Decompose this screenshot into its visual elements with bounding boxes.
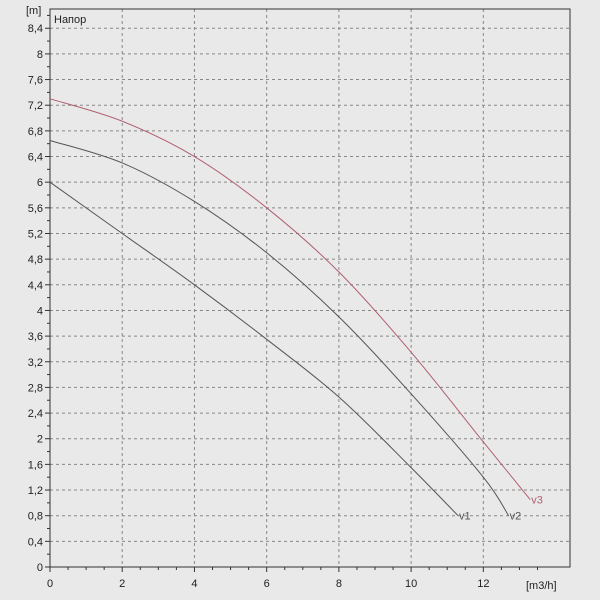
axes <box>49 8 571 568</box>
series-label-v3: v3 <box>531 495 543 507</box>
y-tick-label: 7,6 <box>28 75 43 87</box>
x-tick-label: 6 <box>264 578 270 590</box>
y-tick-label: 1,6 <box>28 459 43 471</box>
x-tick-label: 10 <box>405 578 417 590</box>
y-tick-label: 0 <box>37 562 43 574</box>
y-tick-label: 5,2 <box>28 228 43 240</box>
y-tick-label: 2,4 <box>28 408 43 420</box>
ticks: 0 2 4 6 8 10 12 0 0,4 0,8 1,2 1,6 2 2,4 2,8 3,2 3,6 4 4,4 4… <box>28 14 538 590</box>
chart-title: Напор <box>54 14 86 26</box>
y-tick-label: 6,4 <box>28 152 43 164</box>
y-tick-label: 6 <box>37 177 43 189</box>
x-tick-label: 2 <box>119 578 125 590</box>
y-tick-label: 2 <box>37 434 43 446</box>
series-line-v2 <box>49 140 510 516</box>
y-tick-label: 4,4 <box>28 280 43 292</box>
x-tick-label: 8 <box>336 578 342 590</box>
y-tick-label: 8,4 <box>28 23 43 35</box>
y-tick-label: 3,6 <box>28 331 43 343</box>
series-label-v1: v1 <box>459 511 471 523</box>
x-tick-label: 4 <box>191 578 197 590</box>
series-line-v1 <box>49 181 459 517</box>
series-lines: v1 v2 v3 <box>49 98 543 523</box>
y-axis-unit: [m] <box>26 5 41 17</box>
y-tick-label: 7,2 <box>28 100 43 112</box>
y-tick-label: 1,2 <box>28 485 43 497</box>
plot-frame <box>49 8 571 568</box>
grid-lines <box>50 9 570 567</box>
series-line-v3 <box>49 98 531 500</box>
y-tick-label: 0,8 <box>28 511 43 523</box>
y-tick-label: 3,2 <box>28 357 43 369</box>
x-tick-label: 0 <box>47 578 53 590</box>
series-label-v2: v2 <box>510 511 522 523</box>
x-axis-unit: [m3/h] <box>526 580 557 592</box>
y-tick-label: 4,8 <box>28 254 43 266</box>
y-tick-label: 5,6 <box>28 203 43 215</box>
y-tick-label: 8 <box>37 49 43 61</box>
y-tick-label: 0,4 <box>28 536 43 548</box>
y-tick-label: 6,8 <box>28 126 43 138</box>
y-tick-label: 4 <box>37 305 43 317</box>
y-tick-label: 2,8 <box>28 382 43 394</box>
x-tick-label: 12 <box>477 578 489 590</box>
